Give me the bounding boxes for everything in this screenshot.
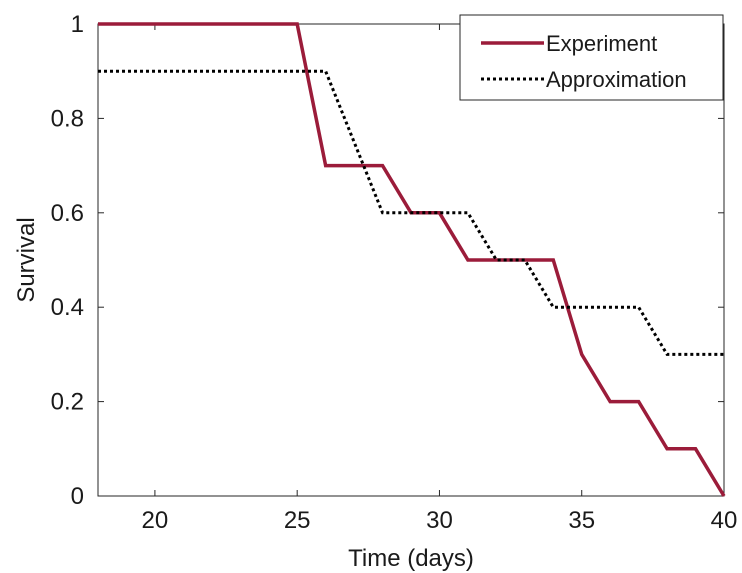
plot-frame <box>97 23 725 497</box>
axes-layer: 20 25 30 35 40 0 0.2 0.4 0.6 0.8 1 Time (days) Survi… <box>13 11 737 572</box>
legend-label-approximation: Approximation <box>546 67 687 92</box>
y-tick-label: 0 <box>71 483 84 510</box>
x-tick-label: 30 <box>426 507 453 534</box>
y-tick-label: 0.2 <box>51 389 84 416</box>
series-layer <box>98 22 726 497</box>
x-tick-label: 25 <box>284 507 311 534</box>
y-tick-label: 1 <box>71 11 84 38</box>
legend: Experiment Approximation <box>459 14 724 101</box>
y-tick-label: 0.8 <box>51 105 84 132</box>
x-tick-label: 40 <box>711 507 738 534</box>
legend-label-experiment: Experiment <box>546 31 657 56</box>
x-tick-label: 20 <box>142 507 169 534</box>
y-axis-title: Survival <box>13 217 40 302</box>
y-tick-label: 0.6 <box>51 200 84 227</box>
legend-box <box>459 14 724 101</box>
series-line-approximation <box>98 69 724 356</box>
x-tick-label: 35 <box>568 507 595 534</box>
x-axis-title: Time (days) <box>348 545 474 572</box>
y-tick-label: 0.4 <box>51 294 84 321</box>
